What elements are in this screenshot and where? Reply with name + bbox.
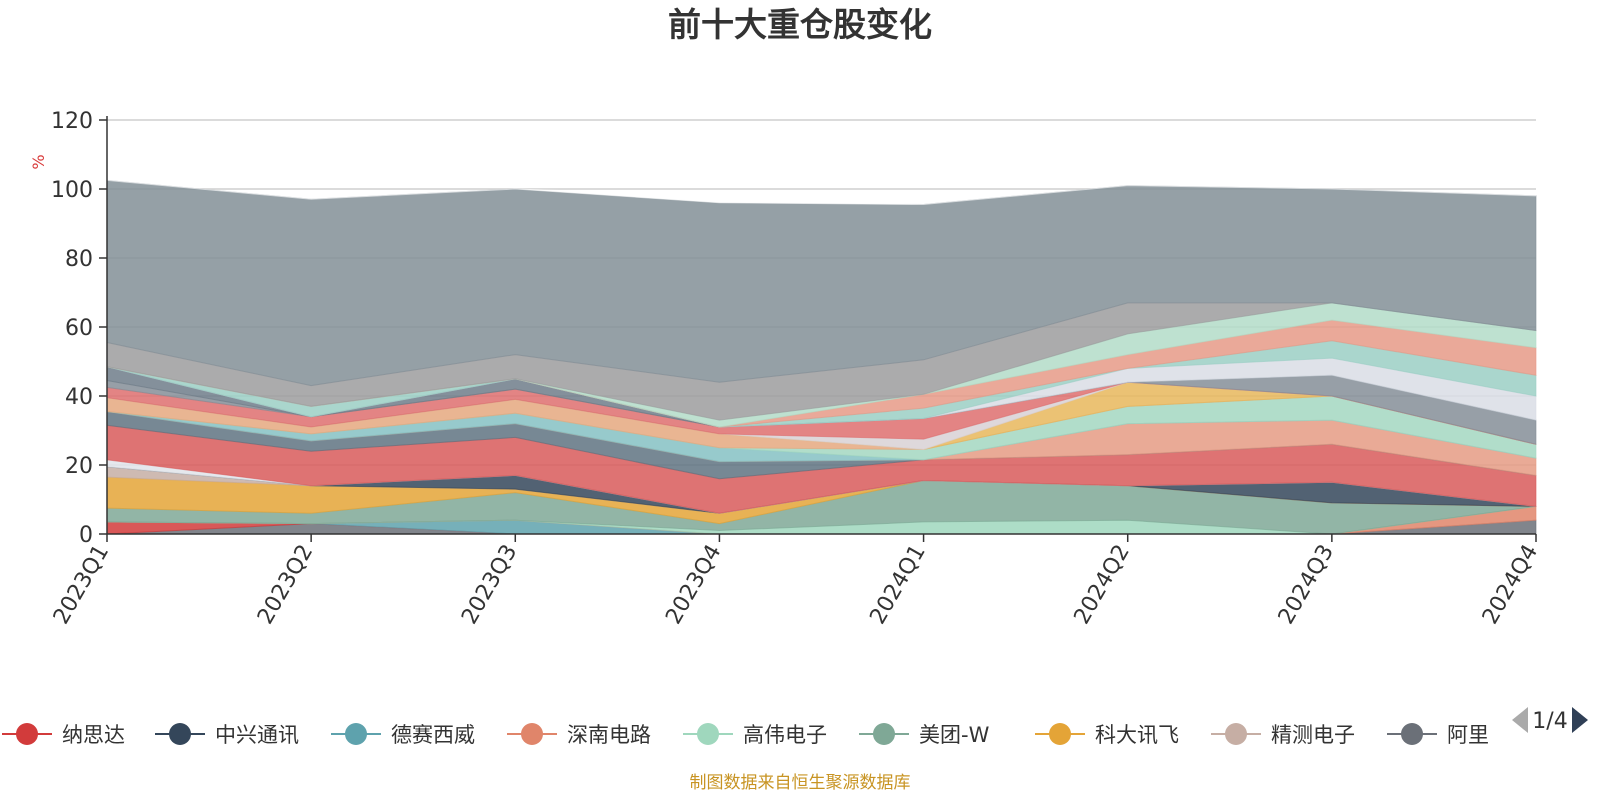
legend-marker-icon xyxy=(521,723,543,745)
x-tick-label: 2023Q2 xyxy=(253,541,318,629)
legend-label: 精测电子 xyxy=(1271,723,1355,747)
x-tick-label: 2023Q3 xyxy=(457,541,522,629)
y-tick-label: 60 xyxy=(65,316,93,341)
y-tick-label: 100 xyxy=(51,178,93,203)
legend-label: 美团-W xyxy=(919,723,990,747)
legend-item[interactable]: 阿里 xyxy=(1387,723,1489,747)
legend-item[interactable]: 中兴通讯 xyxy=(155,723,299,747)
legend-marker-icon xyxy=(873,723,895,745)
legend-item[interactable]: 深南电路 xyxy=(507,723,651,747)
x-tick-label: 2023Q4 xyxy=(661,541,726,629)
x-tick-label: 2024Q3 xyxy=(1274,541,1339,629)
legend-marker-icon xyxy=(1225,723,1247,745)
legend-page-indicator: 1/4 xyxy=(1532,709,1567,734)
legend-marker-icon xyxy=(697,723,719,745)
legend-marker-icon xyxy=(1401,723,1423,745)
data-source-note: 制图数据来自恒生聚源数据库 xyxy=(690,773,911,793)
legend-item[interactable]: 德赛西威 xyxy=(331,723,475,747)
chart-title: 前十大重仓股变化 xyxy=(668,5,932,44)
legend-label: 深南电路 xyxy=(567,723,651,747)
y-tick-label: 80 xyxy=(65,247,93,272)
legend-label: 科大讯飞 xyxy=(1095,723,1179,747)
legend-item[interactable]: 高伟电子 xyxy=(683,723,827,747)
x-tick-label: 2024Q4 xyxy=(1478,541,1543,629)
legend-marker-icon xyxy=(16,723,38,745)
legend-label: 德赛西威 xyxy=(391,723,475,747)
legend-label: 高伟电子 xyxy=(743,723,827,747)
x-axis-ticks: 2023Q1 2023Q2 2023Q3 2023Q4 2024Q1 2024Q2 2024… xyxy=(49,534,1543,629)
area-series-27 xyxy=(106,179,1537,206)
y-tick-label: 120 xyxy=(51,109,93,134)
legend-item[interactable]: 美团-W xyxy=(859,723,990,747)
legend-marker-icon xyxy=(345,723,367,745)
y-axis-unit: % xyxy=(29,154,48,169)
legend-label: 阿里 xyxy=(1447,723,1489,747)
legend-prev-page-icon[interactable] xyxy=(1512,707,1528,733)
legend-pager: 1/4 xyxy=(1512,707,1588,734)
legend-marker-icon xyxy=(1049,723,1071,745)
x-tick-label: 2023Q1 xyxy=(49,541,114,629)
x-tick-label: 2024Q2 xyxy=(1070,541,1135,629)
plot-areas xyxy=(106,179,1537,535)
legend-label: 中兴通讯 xyxy=(215,723,299,747)
legend: 纳思达 中兴通讯 德赛西威 深南电路 高伟电子 美团-W 科大讯飞 精测电子 阿里 xyxy=(2,723,1489,747)
y-tick-label: 20 xyxy=(65,454,93,479)
legend-label: 纳思达 xyxy=(62,723,125,747)
legend-item[interactable]: 精测电子 xyxy=(1211,723,1355,747)
legend-item[interactable]: 纳思达 xyxy=(2,723,125,747)
x-tick-label: 2024Q1 xyxy=(865,541,930,629)
legend-next-page-icon[interactable] xyxy=(1572,707,1588,733)
y-tick-label: 0 xyxy=(79,523,93,548)
y-axis-ticks: 0 20 40 60 80 100 120 xyxy=(51,109,107,548)
legend-marker-icon xyxy=(169,723,191,745)
y-tick-label: 40 xyxy=(65,385,93,410)
legend-item[interactable]: 科大讯飞 xyxy=(1035,723,1179,747)
